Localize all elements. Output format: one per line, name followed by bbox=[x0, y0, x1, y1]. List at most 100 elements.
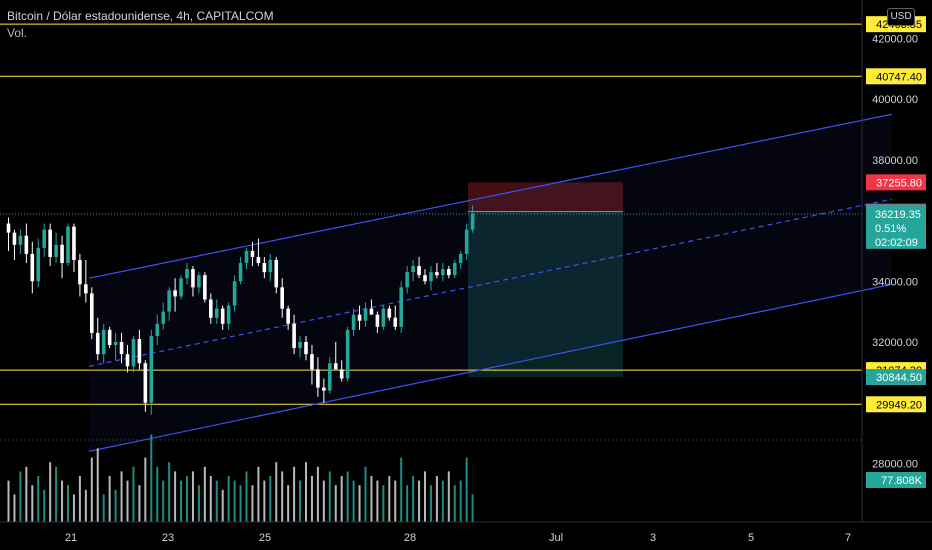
candle-body bbox=[179, 278, 183, 296]
volume-bar bbox=[61, 481, 63, 522]
candle-body bbox=[54, 245, 58, 257]
candle-body bbox=[393, 318, 397, 327]
volume-bar bbox=[67, 485, 69, 522]
candle-body bbox=[399, 287, 403, 326]
candle-body bbox=[453, 263, 457, 275]
candle-body bbox=[42, 230, 46, 248]
currency-button[interactable]: USD bbox=[887, 8, 915, 26]
candle-body bbox=[245, 251, 249, 263]
volume-bar bbox=[293, 467, 295, 522]
volume-bar bbox=[79, 476, 81, 522]
volume-bar bbox=[144, 458, 146, 522]
candle-body bbox=[269, 260, 273, 272]
price-axis-tick: 34000.00 bbox=[872, 276, 918, 288]
volume-bar bbox=[341, 476, 343, 522]
volume-bar bbox=[186, 476, 188, 522]
volume-bar bbox=[198, 485, 200, 522]
volume-bar bbox=[359, 485, 361, 522]
time-axis-tick: 21 bbox=[65, 532, 77, 544]
candle bbox=[179, 275, 183, 299]
volume-bar bbox=[436, 476, 438, 522]
candle-body bbox=[322, 388, 326, 391]
volume-bar bbox=[37, 476, 39, 522]
candle-body bbox=[144, 363, 148, 402]
volume-bar bbox=[281, 471, 283, 522]
candle-body bbox=[66, 227, 70, 263]
candle bbox=[13, 230, 17, 260]
candle-body bbox=[19, 236, 23, 245]
candle-body bbox=[150, 336, 154, 403]
candle-body bbox=[364, 309, 368, 321]
volume-bar bbox=[317, 467, 319, 522]
candle-body bbox=[465, 230, 469, 254]
candle-body bbox=[328, 363, 332, 390]
candle-body bbox=[280, 287, 284, 308]
candle-body bbox=[382, 309, 386, 327]
candle-body bbox=[203, 275, 207, 299]
price-axis-tick: 40000.00 bbox=[872, 94, 918, 106]
candle-body bbox=[102, 330, 106, 354]
volume-bar bbox=[13, 494, 15, 522]
candle bbox=[399, 281, 403, 333]
candle-body bbox=[316, 369, 320, 387]
candle bbox=[203, 272, 207, 302]
candle bbox=[90, 287, 94, 339]
candle bbox=[42, 224, 46, 257]
volume-bar bbox=[347, 471, 349, 522]
volume-bar bbox=[418, 481, 420, 522]
volume-bar bbox=[192, 471, 194, 522]
volume-bar bbox=[210, 476, 212, 522]
volume-bar bbox=[376, 481, 378, 522]
volume-indicator-label[interactable]: Vol. bbox=[7, 26, 274, 40]
candle-body bbox=[286, 309, 290, 324]
volume-bar bbox=[162, 481, 164, 522]
price-tag-label: 37255.80 bbox=[876, 177, 922, 189]
volume-bar bbox=[311, 476, 313, 522]
volume-bar bbox=[454, 485, 456, 522]
candle bbox=[346, 327, 350, 382]
volume-bar bbox=[394, 481, 396, 522]
volume-bar bbox=[412, 476, 414, 522]
volume-bar bbox=[180, 481, 182, 522]
candle bbox=[19, 230, 23, 254]
volume-bar bbox=[31, 485, 33, 522]
symbol-title[interactable]: Bitcoin / Dólar estadounidense, 4h, CAPI… bbox=[7, 9, 274, 23]
time-axis-tick: 23 bbox=[162, 532, 174, 544]
volume-bar bbox=[103, 494, 105, 522]
bar-countdown: 02:02:09 bbox=[875, 237, 918, 249]
candle-body bbox=[340, 369, 344, 378]
candle-body bbox=[161, 312, 165, 324]
candle-body bbox=[72, 227, 76, 260]
candle bbox=[66, 224, 70, 267]
volume-bar bbox=[127, 481, 129, 522]
candle-body bbox=[108, 330, 112, 345]
volume-bar bbox=[222, 490, 224, 522]
chart-header: Bitcoin / Dólar estadounidense, 4h, CAPI… bbox=[7, 9, 274, 40]
candle-body bbox=[132, 339, 136, 366]
candle bbox=[150, 330, 154, 415]
candle-body bbox=[90, 293, 94, 332]
volume-bar bbox=[430, 485, 432, 522]
volume-bar bbox=[204, 467, 206, 522]
candle bbox=[48, 224, 52, 267]
volume-bar bbox=[305, 462, 307, 522]
candle-body bbox=[167, 290, 171, 311]
volume-bar bbox=[263, 481, 265, 522]
candle-body bbox=[346, 330, 350, 379]
time-axis-tick: 28 bbox=[404, 532, 416, 544]
candle-body bbox=[441, 269, 445, 275]
volume-bar bbox=[97, 448, 99, 522]
candle-body bbox=[155, 324, 159, 336]
time-axis-tick: Jul bbox=[549, 532, 563, 544]
volume-bar bbox=[382, 485, 384, 522]
price-tag: 30844.50 bbox=[866, 369, 926, 385]
candle-body bbox=[435, 272, 439, 275]
candle-body bbox=[459, 254, 463, 263]
candle-body bbox=[233, 281, 237, 305]
candle-body bbox=[209, 299, 213, 317]
candle-body bbox=[310, 354, 314, 369]
volume-bar bbox=[287, 485, 289, 522]
candle bbox=[7, 217, 11, 250]
